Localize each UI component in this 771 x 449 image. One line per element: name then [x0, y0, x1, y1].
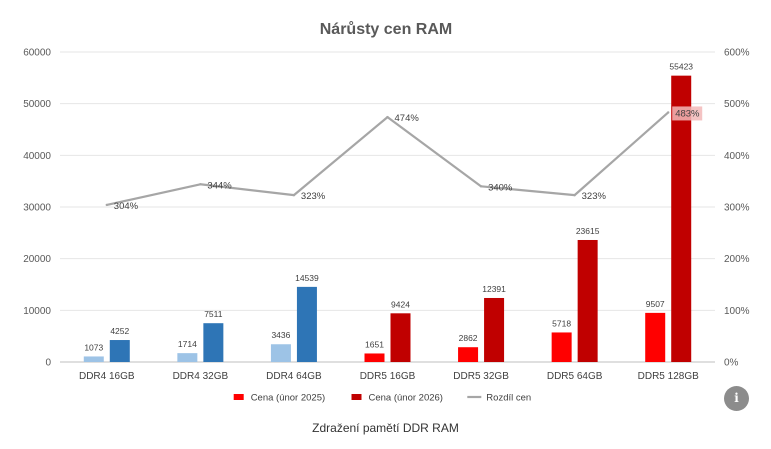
- line-label-highlight: [672, 106, 703, 121]
- y-right-tick-label: 100%: [724, 306, 750, 317]
- line-point: [292, 193, 296, 197]
- bar-cena-nor-2026-: [203, 323, 224, 362]
- chart-caption: Zdražení pamětí DDR RAM: [312, 421, 459, 435]
- y-right-tick-label: 600%: [724, 48, 750, 59]
- bar-data-label: 5718: [552, 318, 571, 328]
- bar-data-label: 3436: [271, 330, 290, 340]
- line-point: [667, 111, 670, 114]
- line-data-label: 340%: [488, 182, 513, 193]
- bar-data-label: 1714: [178, 339, 197, 349]
- bar-data-label: 1651: [365, 339, 384, 349]
- bar-data-label: 14539: [295, 273, 319, 283]
- line-point: [386, 115, 389, 119]
- line-point: [479, 185, 483, 188]
- y-right-tick-label: 0%: [724, 358, 739, 369]
- bar-data-label: 2862: [459, 333, 478, 343]
- legend-label: Cena (únor 2025): [251, 393, 325, 404]
- bar-data-label: 23615: [576, 226, 600, 236]
- x-category-label: DDR4 32GB: [173, 371, 229, 382]
- line-data-label: 474%: [395, 113, 420, 124]
- info-icon: i: [734, 391, 739, 405]
- line-data-label: 323%: [301, 191, 326, 202]
- x-category-label: DDR4 64GB: [266, 371, 322, 382]
- legend-swatch-bar: [233, 394, 244, 400]
- legend-swatch-bar: [351, 394, 362, 400]
- bar-cena-nor-2026-: [109, 340, 130, 362]
- y-left-tick-label: 30000: [23, 203, 51, 214]
- bar-cena-nor-2026-: [296, 286, 317, 362]
- legend-label: Rozdíl cen: [486, 393, 531, 404]
- x-category-label: DDR4 16GB: [79, 371, 135, 382]
- bar-data-label: 9424: [391, 299, 410, 309]
- line-point: [573, 193, 576, 197]
- bar-cena-nor-2026-: [577, 239, 598, 362]
- x-category-label: DDR5 64GB: [547, 371, 603, 382]
- bar-data-label: 4252: [110, 326, 129, 336]
- bar-data-label: 7511: [204, 309, 223, 319]
- y-right-tick-label: 400%: [724, 151, 750, 162]
- bar-cena-nor-2026-: [671, 75, 692, 363]
- y-right-tick-label: 200%: [724, 254, 750, 265]
- y-left-tick-label: 20000: [23, 254, 51, 265]
- y-left-tick-label: 60000: [23, 48, 51, 59]
- info-button[interactable]: i: [724, 386, 749, 411]
- legend-label: Cena (únor 2026): [369, 393, 443, 404]
- bar-cena-nor-2025-: [83, 356, 104, 362]
- y-left-tick-label: 10000: [23, 306, 51, 317]
- line-point: [105, 203, 108, 207]
- bar-cena-nor-2025-: [177, 353, 198, 362]
- x-category-label: DDR5 32GB: [453, 371, 509, 382]
- bar-data-label: 55423: [669, 62, 693, 72]
- line-data-label: 304%: [114, 201, 139, 212]
- x-category-label: DDR5 16GB: [360, 371, 416, 382]
- line-data-label: 323%: [582, 191, 607, 202]
- bar-cena-nor-2026-: [390, 313, 411, 362]
- bar-cena-nor-2025-: [551, 332, 572, 362]
- bar-data-label: 9507: [646, 299, 665, 309]
- bar-cena-nor-2025-: [645, 312, 666, 362]
- bar-cena-nor-2026-: [484, 297, 505, 362]
- y-left-tick-label: 50000: [23, 99, 51, 110]
- bar-cena-nor-2025-: [458, 347, 479, 362]
- y-right-tick-label: 300%: [724, 203, 750, 214]
- y-right-tick-label: 500%: [724, 99, 750, 110]
- x-category-label: DDR5 128GB: [638, 371, 699, 382]
- line-data-label: 344%: [207, 180, 232, 191]
- y-left-tick-label: 40000: [23, 151, 51, 162]
- bar-cena-nor-2025-: [270, 344, 291, 362]
- line-point: [199, 183, 202, 186]
- bar-data-label: 12391: [482, 284, 506, 294]
- bar-data-label: 1073: [84, 342, 103, 352]
- y-left-tick-label: 0: [45, 358, 51, 369]
- chart-title: Nárůsty cen RAM: [320, 21, 452, 38]
- line-data-label: 483%: [675, 108, 700, 119]
- bar-cena-nor-2025-: [364, 353, 385, 362]
